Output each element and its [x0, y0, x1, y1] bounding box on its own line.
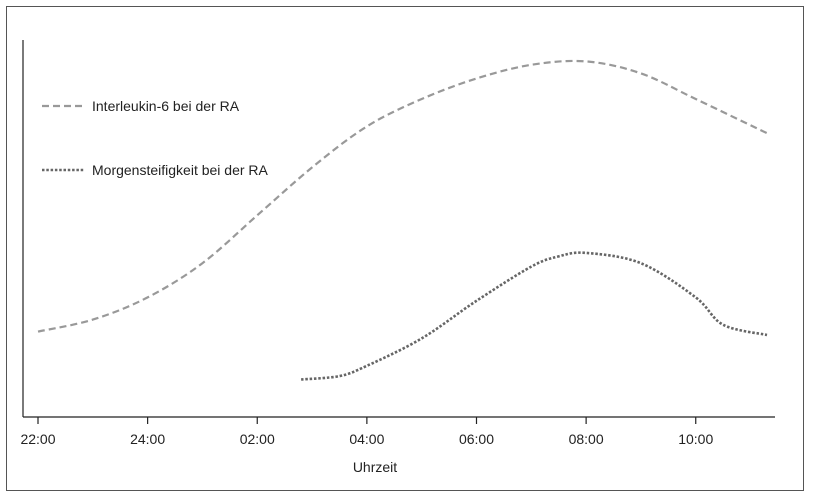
- x-tick-label: 06:00: [459, 431, 494, 447]
- x-tick-label: 02:00: [240, 431, 275, 447]
- series-line-1: [37, 59, 768, 333]
- x-tick-label: 22:00: [20, 431, 55, 447]
- legend: Interleukin-6 bei der RA Morgensteifigkei…: [42, 98, 269, 178]
- x-axis-title: Uhrzeit: [353, 459, 397, 475]
- x-tick-label: 10:00: [678, 431, 713, 447]
- chart-frame: [6, 6, 804, 491]
- x-tick-label: 04:00: [349, 431, 384, 447]
- x-ticks: 22:00 24:00 02:00 04:00 06:00 08:00 10:00: [20, 417, 713, 447]
- legend-label: Morgensteifigkeit bei der RA: [92, 162, 269, 178]
- legend-label: Interleukin-6 bei der RA: [92, 98, 240, 114]
- x-tick-label: 08:00: [569, 431, 604, 447]
- series-line-2: [300, 251, 768, 381]
- x-tick-label: 24:00: [130, 431, 165, 447]
- series-layer: [37, 59, 768, 381]
